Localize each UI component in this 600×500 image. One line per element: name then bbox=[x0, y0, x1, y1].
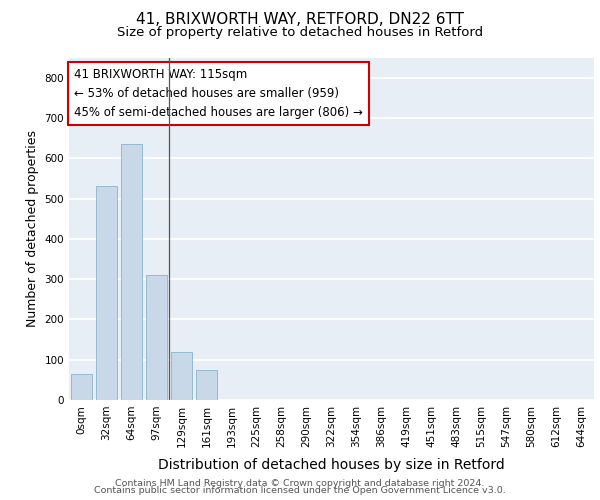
Text: 41, BRIXWORTH WAY, RETFORD, DN22 6TT: 41, BRIXWORTH WAY, RETFORD, DN22 6TT bbox=[136, 12, 464, 28]
Text: 41 BRIXWORTH WAY: 115sqm
← 53% of detached houses are smaller (959)
45% of semi-: 41 BRIXWORTH WAY: 115sqm ← 53% of detach… bbox=[74, 68, 363, 119]
Bar bbox=[96, 186, 117, 400]
Bar bbox=[121, 144, 142, 400]
Text: Contains HM Land Registry data © Crown copyright and database right 2024.: Contains HM Land Registry data © Crown c… bbox=[115, 478, 485, 488]
Y-axis label: Number of detached properties: Number of detached properties bbox=[26, 130, 39, 327]
Text: Size of property relative to detached houses in Retford: Size of property relative to detached ho… bbox=[117, 26, 483, 39]
Bar bbox=[71, 374, 92, 400]
Text: Contains public sector information licensed under the Open Government Licence v3: Contains public sector information licen… bbox=[94, 486, 506, 495]
X-axis label: Distribution of detached houses by size in Retford: Distribution of detached houses by size … bbox=[158, 458, 505, 472]
Bar bbox=[146, 275, 167, 400]
Bar bbox=[196, 370, 217, 400]
Bar bbox=[171, 352, 192, 400]
